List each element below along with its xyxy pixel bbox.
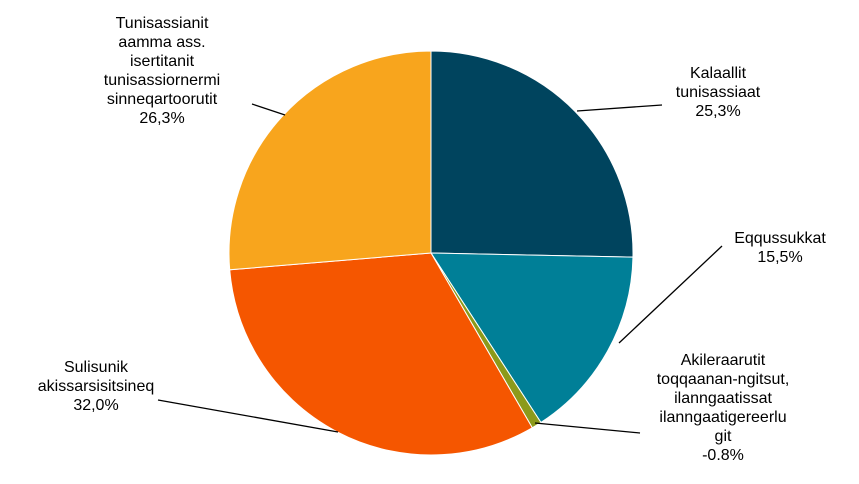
slice-label-3: Akileraarutit toqqaanan-ngitsut, ilanngaat… xyxy=(657,352,790,464)
slice-name-line: sinneqartoorutit xyxy=(107,91,218,108)
slice-label-5: Tunisassianit aamma ass. isertitanit tunisa… xyxy=(104,15,220,127)
slice-name-line: Tunisassianit xyxy=(116,15,209,32)
slice-value-label: 15,5% xyxy=(757,249,802,266)
slice-name-line: tunisassiaat xyxy=(676,84,761,101)
pie-slice-2 xyxy=(430,252,634,424)
leader-line-2 xyxy=(618,245,723,344)
slice-name-line: aamma ass. xyxy=(118,34,205,51)
pie-slice-1 xyxy=(430,50,634,258)
slice-value-label: 32,0% xyxy=(73,397,118,414)
slice-name-line: Akileraarutit xyxy=(681,352,766,369)
slice-name-line: git xyxy=(715,428,732,445)
slice-name-line: ilanngaatissat xyxy=(674,390,772,407)
slice-value-label: 25,3% xyxy=(695,103,740,120)
slice-label-4: Sulisunik akissarsisitsineq 32,0% xyxy=(38,359,154,414)
slice-name-line: ilanngaatigereerlu xyxy=(659,409,786,426)
slice-name-line: tunisassiornermi xyxy=(104,72,220,89)
slice-name-line: Sulisunik xyxy=(64,359,129,376)
leader-line-1 xyxy=(576,104,663,112)
slice-label-1: Kalaallit tunisassiaat 25,3% xyxy=(676,65,761,120)
slice-name-line: Kalaallit xyxy=(690,65,747,82)
leader-line-5 xyxy=(251,103,286,116)
slice-name-line: Eqqussukkat xyxy=(734,230,826,247)
slice-name-line: isertitanit xyxy=(130,53,195,70)
leader-line-3 xyxy=(534,422,641,434)
slice-label-2: Eqqussukkat 15,5% xyxy=(734,230,826,266)
slice-name-line: akissarsisitsineq xyxy=(38,378,154,395)
pie-slice-5 xyxy=(228,50,432,271)
slice-name-line: toqqaanan-ngitsut, xyxy=(657,371,790,388)
slice-value-label: -0.8% xyxy=(702,447,744,464)
slice-value-label: 26,3% xyxy=(139,110,184,127)
leader-line-4 xyxy=(157,399,339,433)
